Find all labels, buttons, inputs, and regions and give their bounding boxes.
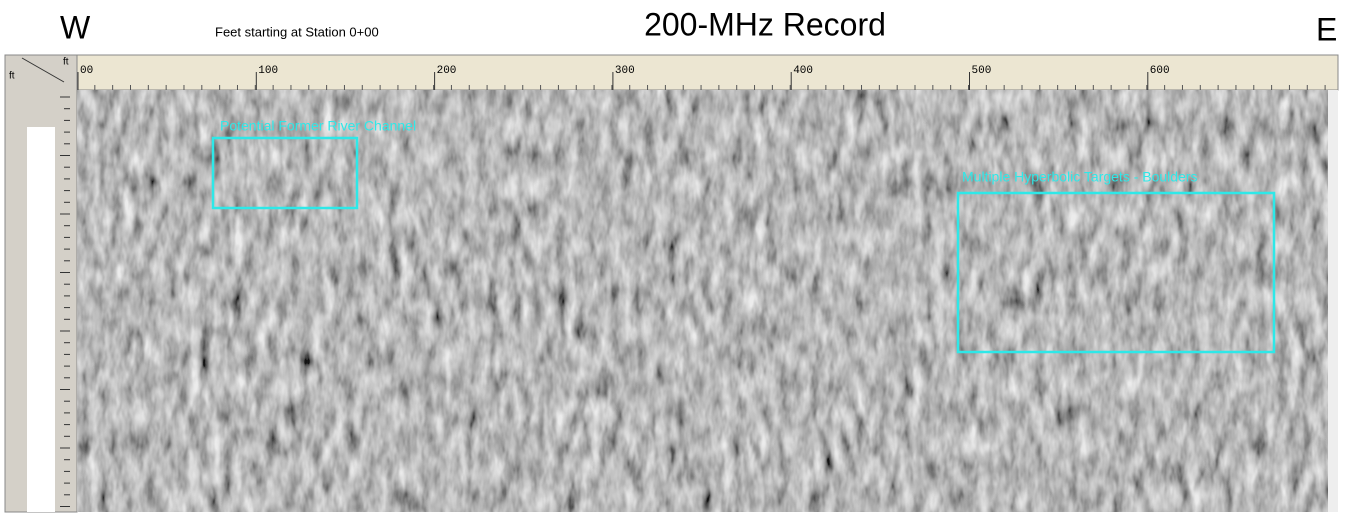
subtitle: Feet starting at Station 0+00 [215, 24, 379, 39]
depth-bar [27, 127, 55, 512]
ruler-tick-label: 500 [972, 65, 992, 77]
title: 200-MHz Record [644, 6, 886, 42]
radargram-image [77, 90, 1328, 512]
east-label: E [1316, 11, 1337, 47]
page: W Feet starting at Station 0+00 200-MHz … [0, 0, 1348, 515]
right-margin [1328, 90, 1338, 512]
ruler-tick-label: 00 [80, 65, 93, 77]
annotation-label: Potential Former River Channel [220, 118, 416, 134]
ruler-tick-label: 400 [793, 65, 813, 77]
ruler-tick-label: 100 [258, 65, 278, 77]
corner-top-unit: ft [63, 57, 69, 68]
ruler-tick-label: 600 [1150, 65, 1170, 77]
ruler-tick-label: 300 [615, 65, 635, 77]
radargram-figure: W Feet starting at Station 0+00 200-MHz … [0, 0, 1348, 515]
ruler-tick-label: 200 [437, 65, 457, 77]
west-label: W [60, 9, 91, 45]
corner-left-unit: ft [9, 71, 15, 82]
annotation-label: Multiple Hyperbolic Targets - Boulders [962, 169, 1198, 185]
